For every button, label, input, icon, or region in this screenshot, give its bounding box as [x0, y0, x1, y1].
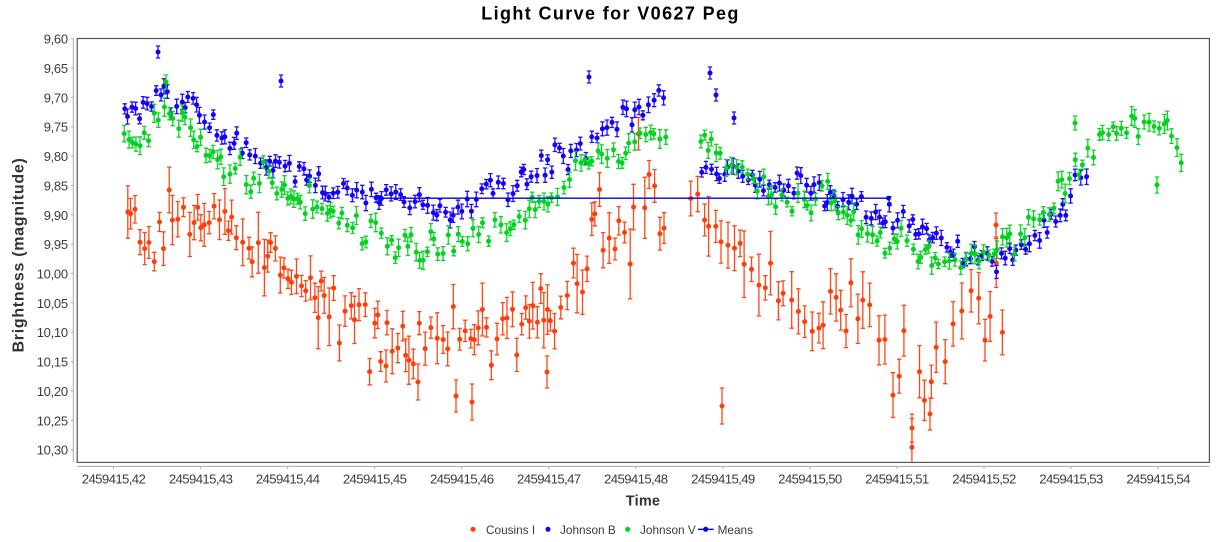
svg-text:Cousins I: Cousins I [486, 523, 535, 537]
svg-text:2459415,46: 2459415,46 [430, 471, 494, 486]
svg-text:10,00: 10,00 [37, 267, 68, 282]
svg-text:10,30: 10,30 [37, 443, 68, 458]
svg-text:2459415,43: 2459415,43 [169, 471, 233, 486]
svg-text:Time: Time [626, 493, 660, 509]
svg-text:9,85: 9,85 [44, 178, 68, 193]
svg-text:2459415,45: 2459415,45 [343, 471, 407, 486]
svg-text:2459415,48: 2459415,48 [604, 471, 668, 486]
svg-text:Johnson B: Johnson B [560, 523, 616, 537]
svg-text:2459415,44: 2459415,44 [256, 471, 320, 486]
svg-text:2459415,54: 2459415,54 [1126, 471, 1190, 486]
svg-text:Light Curve for V0627 Peg: Light Curve for V0627 Peg [481, 3, 740, 23]
svg-text:2459415,52: 2459415,52 [952, 471, 1016, 486]
svg-text:9,60: 9,60 [44, 32, 68, 47]
svg-text:2459415,51: 2459415,51 [865, 471, 929, 486]
svg-text:2459415,50: 2459415,50 [778, 471, 842, 486]
svg-text:Johnson V: Johnson V [640, 523, 696, 537]
svg-text:9,80: 9,80 [44, 149, 68, 164]
svg-text:Brightness (magnitude): Brightness (magnitude) [11, 158, 28, 353]
svg-text:9,65: 9,65 [44, 61, 68, 76]
svg-text:2459415,53: 2459415,53 [1039, 471, 1103, 486]
svg-text:9,95: 9,95 [44, 237, 68, 252]
svg-text:10,05: 10,05 [37, 296, 68, 311]
svg-text:Means: Means [718, 523, 754, 537]
svg-text:9,70: 9,70 [44, 90, 68, 105]
svg-text:10,15: 10,15 [37, 355, 68, 370]
svg-text:9,90: 9,90 [44, 208, 68, 223]
svg-text:2459415,49: 2459415,49 [691, 471, 755, 486]
svg-text:10,20: 10,20 [37, 384, 68, 399]
svg-text:2459415,47: 2459415,47 [517, 471, 581, 486]
svg-text:10,25: 10,25 [37, 413, 68, 428]
svg-text:9,75: 9,75 [44, 120, 68, 135]
svg-text:10,10: 10,10 [37, 325, 68, 340]
svg-text:2459415,42: 2459415,42 [82, 471, 146, 486]
